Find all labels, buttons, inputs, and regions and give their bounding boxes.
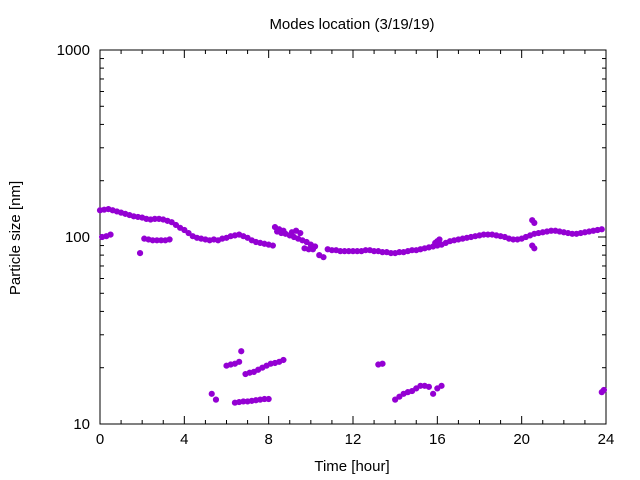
y-tick-labels: 10 100 1000: [57, 42, 90, 433]
data-point: [379, 360, 386, 367]
y-tick-label: 10: [73, 416, 90, 433]
data-point: [280, 227, 287, 234]
data-point: [430, 390, 437, 397]
data-point: [181, 226, 188, 234]
data-point: [598, 226, 605, 233]
data-point: [320, 254, 327, 261]
minor-ticks: [100, 50, 606, 424]
data-point: [438, 382, 445, 389]
data-point: [436, 236, 443, 243]
data-point: [309, 246, 317, 253]
data-point: [185, 229, 192, 237]
data-point: [531, 219, 538, 226]
x-tick-label: 8: [264, 431, 272, 448]
data-point: [280, 356, 287, 364]
y-tick-label: 1000: [57, 42, 90, 59]
data-point: [396, 393, 403, 400]
data-point: [432, 239, 439, 246]
y-axis-label: Particle size [nm]: [7, 181, 24, 295]
y-tick-label: 100: [65, 229, 90, 246]
data-point: [136, 250, 144, 257]
x-tick-label: 12: [345, 431, 362, 448]
x-tick-label: 24: [598, 431, 615, 448]
x-tick-label: 16: [429, 431, 446, 448]
data-point: [297, 229, 304, 237]
data-point: [172, 221, 179, 229]
x-tick-label: 0: [96, 431, 104, 448]
x-tick-labels: 0 4 8 12 16 20 24: [96, 431, 615, 448]
data-point: [265, 395, 272, 403]
x-tick-label: 20: [513, 431, 530, 448]
data-point: [238, 348, 245, 355]
data-point: [166, 236, 173, 243]
data-point: [212, 396, 220, 403]
data-points: [96, 205, 607, 406]
data-point: [392, 396, 399, 403]
data-point: [425, 383, 433, 390]
data-point: [600, 386, 607, 394]
x-tick-label: 4: [180, 431, 188, 448]
chart-title: Modes location (3/19/19): [269, 16, 434, 33]
x-axis-label: Time [hour]: [314, 458, 389, 475]
data-point: [107, 231, 114, 238]
data-point: [208, 390, 215, 397]
data-point: [236, 358, 243, 365]
data-point: [269, 242, 276, 249]
data-point: [531, 245, 538, 252]
